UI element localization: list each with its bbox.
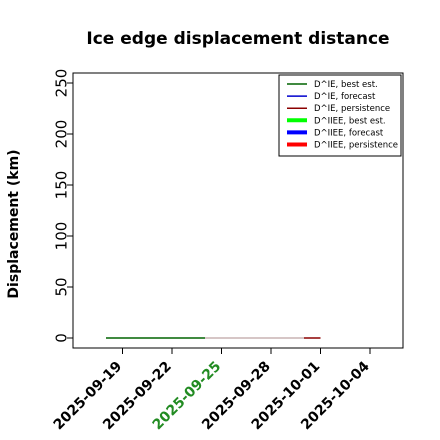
- y-tick-label: 50: [52, 277, 70, 296]
- y-tick-label: 200: [52, 120, 70, 149]
- legend-label: D^IIEE, persistence: [314, 141, 398, 151]
- y-axis-label: Displacement (km): [6, 149, 22, 298]
- legend-box: [278, 74, 402, 157]
- y-tick-label: 0: [52, 333, 70, 343]
- legend: D^IE, best est. D^IE, forecast D^IE, persi…: [278, 74, 402, 157]
- plot-frame: [72, 72, 404, 349]
- y-axis: 0 50 100 150 200 250: [52, 69, 73, 343]
- y-tick-label: 150: [52, 171, 70, 200]
- x-axis: 2025-09-192025-09-222025-09-252025-09-28…: [51, 348, 373, 433]
- legend-label: D^IIEE, forecast: [314, 128, 384, 138]
- chart-title: Ice edge displacement distance: [86, 29, 389, 49]
- legend-label: D^IIEE, best est.: [314, 116, 386, 126]
- legend-label: D^IE, best est.: [314, 80, 378, 90]
- y-tick-label: 250: [52, 69, 70, 98]
- legend-label: D^IE, persistence: [314, 104, 390, 114]
- legend-label: D^IE, forecast: [314, 92, 376, 102]
- y-tick-label: 100: [52, 222, 70, 251]
